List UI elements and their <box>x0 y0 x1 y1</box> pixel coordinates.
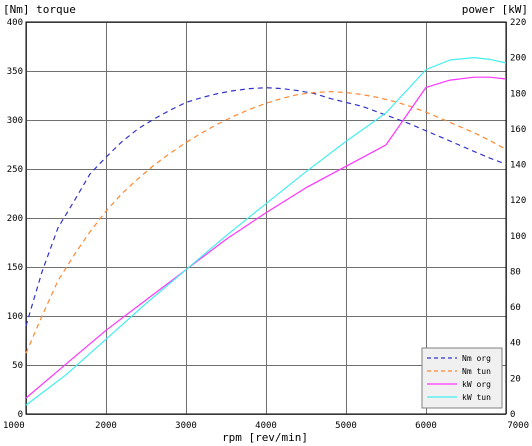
y-right-tick-label: 80 <box>510 267 521 277</box>
right-axis-title: power [kW] <box>462 3 528 16</box>
x-tick-label: 7000 <box>507 421 529 431</box>
x-tick-label: 6000 <box>415 421 437 431</box>
y-left-tick-labels: 0 50 100 150 200 250 300 350 400 <box>7 18 23 420</box>
y-right-tick-label: 100 <box>510 232 526 242</box>
x-tick-label: 4000 <box>255 421 277 431</box>
y-left-tick-label: 100 <box>7 312 23 322</box>
plot-frame <box>25 21 507 415</box>
y-right-tick-label: 140 <box>510 161 526 171</box>
x-axis-title: rpm [rev/min] <box>222 431 308 444</box>
x-tick-label: 3000 <box>175 421 197 431</box>
legend: Nm org Nm tun kW org kW tun <box>421 347 503 409</box>
series-line-kw-org <box>25 76 507 399</box>
y-left-tick-label: 300 <box>7 116 23 126</box>
y-right-tick-label: 20 <box>510 374 521 384</box>
y-left-tick-label: 150 <box>7 263 23 273</box>
x-tick-label: 5000 <box>335 421 357 431</box>
y-right-tick-label: 200 <box>510 54 526 64</box>
legend-label: kW org <box>462 380 491 389</box>
y-right-tick-labels: 0 20 40 60 80 100 120 140 160 180 200 220 <box>510 18 526 420</box>
y-right-tick-label: 0 <box>510 410 515 420</box>
y-right-tick-label: 160 <box>510 125 526 135</box>
x-tick-label: 2000 <box>95 421 117 431</box>
y-right-tick-label: 120 <box>510 196 526 206</box>
y-right-tick-label: 60 <box>510 303 521 313</box>
legend-label: Nm org <box>462 354 491 363</box>
x-tick-label: 1000 <box>3 421 25 431</box>
y-right-tick-label: 220 <box>510 18 526 28</box>
legend-label: kW tun <box>462 393 491 402</box>
series-lines <box>25 56 507 406</box>
legend-label: Nm tun <box>462 367 491 376</box>
y-left-tick-label: 200 <box>7 214 23 224</box>
left-axis-title: [Nm] torque <box>3 3 76 16</box>
y-left-tick-label: 250 <box>7 165 23 175</box>
y-left-tick-label: 0 <box>18 410 23 420</box>
y-right-tick-label: 40 <box>510 339 521 349</box>
series-line-nm-org <box>25 87 507 326</box>
x-tick-labels: 1000 2000 3000 4000 5000 6000 7000 <box>3 421 529 431</box>
series-line-nm-tun <box>25 90 507 354</box>
y-left-tick-label: 50 <box>12 361 23 371</box>
y-right-tick-label: 180 <box>510 89 526 99</box>
y-left-tick-label: 350 <box>7 67 23 77</box>
y-left-tick-label: 400 <box>7 18 23 28</box>
series-line-kw-tun <box>25 56 507 406</box>
